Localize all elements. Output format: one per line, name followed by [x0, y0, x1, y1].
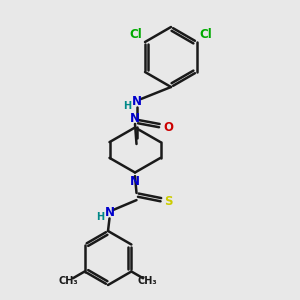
Text: H: H [96, 212, 104, 223]
Text: N: N [130, 112, 140, 125]
Text: N: N [130, 175, 140, 188]
Text: H: H [123, 101, 131, 111]
Text: Cl: Cl [130, 28, 142, 40]
Text: S: S [164, 195, 173, 208]
Text: CH₃: CH₃ [138, 276, 158, 286]
Text: Cl: Cl [200, 28, 212, 40]
Text: O: O [163, 121, 173, 134]
Text: N: N [131, 95, 142, 108]
Text: N: N [104, 206, 115, 220]
Text: CH₃: CH₃ [58, 276, 78, 286]
